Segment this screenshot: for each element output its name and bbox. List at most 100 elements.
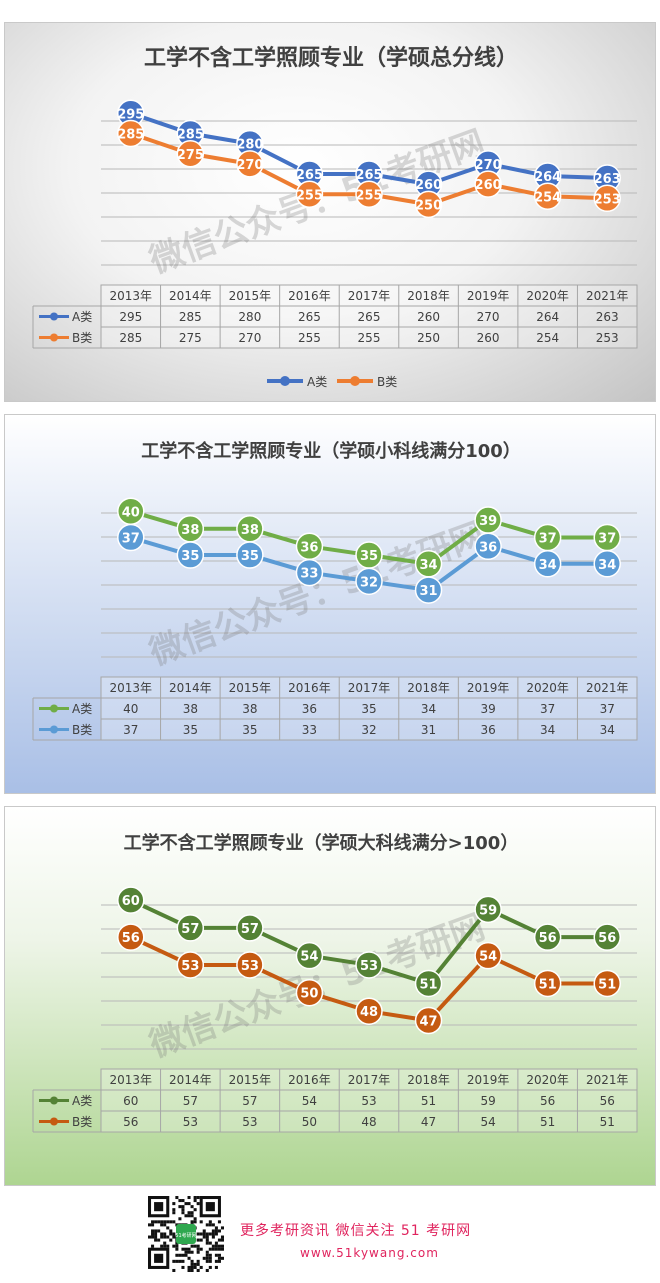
qr-module	[205, 1256, 209, 1260]
table-cell-value: 56	[600, 1094, 615, 1108]
qr-module	[190, 1211, 194, 1215]
data-label: 53	[181, 959, 199, 974]
qr-module	[214, 1229, 218, 1233]
qr-module	[220, 1235, 224, 1239]
data-label: 32	[360, 575, 378, 590]
data-point-b	[593, 550, 621, 578]
qr-module	[175, 1196, 179, 1200]
legend-label: A类	[307, 375, 327, 389]
data-label: 51	[598, 977, 616, 992]
data-label: 35	[241, 549, 259, 564]
table-header-year: 2015年	[229, 1073, 272, 1087]
data-point-b	[414, 1006, 443, 1035]
table-cell-value: 56	[123, 1115, 138, 1129]
qr-module	[220, 1226, 224, 1230]
table-cell-value: 34	[421, 702, 436, 716]
data-label: 265	[355, 168, 382, 183]
table-header-year: 2021年	[586, 1073, 629, 1087]
qr-module	[199, 1232, 203, 1236]
qr-module	[196, 1259, 200, 1263]
data-label: 36	[479, 540, 497, 555]
qr-finder	[154, 1253, 164, 1263]
qr-module	[202, 1256, 206, 1260]
data-point-b	[295, 180, 324, 208]
legend-key-marker	[50, 1096, 58, 1105]
table-series-name: A类	[72, 310, 92, 324]
qr-module	[211, 1235, 215, 1239]
data-label: 264	[534, 170, 561, 185]
data-point-a	[236, 914, 264, 942]
qr-module	[190, 1262, 194, 1266]
table-series-name: B类	[72, 723, 92, 737]
table-cell-value: 37	[540, 702, 555, 716]
table-cell-value: 255	[298, 331, 321, 345]
table-header-year: 2014年	[169, 289, 212, 303]
qr-module	[211, 1244, 215, 1248]
data-label: 260	[475, 178, 502, 193]
data-point-b	[474, 170, 502, 198]
table-cell-value: 265	[298, 310, 321, 324]
qr-module	[190, 1259, 194, 1263]
table-cell-value: 59	[480, 1094, 495, 1108]
table-cell-value: 54	[302, 1094, 317, 1108]
table-header-year: 2017年	[348, 681, 391, 695]
data-point-b	[236, 150, 264, 178]
qr-module	[175, 1253, 179, 1257]
table-cell-value: 36	[302, 702, 317, 716]
qr-module	[199, 1247, 203, 1251]
table-header-year: 2018年	[407, 681, 450, 695]
chart-panel-large-subject: 工学不含工学照顾专业（学硕大科线满分>100）微信公众号：51考研网605757…	[4, 806, 656, 1186]
qr-module	[214, 1244, 218, 1248]
data-label: 31	[420, 584, 438, 599]
qr-module	[181, 1208, 185, 1212]
qr-module	[175, 1244, 179, 1248]
qr-module	[214, 1265, 218, 1269]
chart-panel-total-score: 工学不含工学照顾专业（学硕总分线）微信公众号：51考研网295285280265…	[4, 22, 656, 402]
qr-module	[214, 1226, 218, 1230]
qr-module	[178, 1217, 182, 1221]
data-point-a	[474, 895, 502, 924]
qr-module	[178, 1253, 182, 1257]
qr-module	[154, 1235, 158, 1239]
qr-module	[160, 1223, 164, 1227]
data-label: 51	[420, 977, 438, 992]
qr-module	[205, 1223, 209, 1227]
footer-url[interactable]: www.51kywang.com	[300, 1246, 439, 1260]
qr-module	[220, 1238, 224, 1242]
chart-large-subject: 工学不含工学照顾专业（学硕大科线满分>100）微信公众号：51考研网605757…	[32, 832, 638, 1133]
table-header-year: 2014年	[169, 1073, 212, 1087]
qr-module	[187, 1250, 191, 1254]
table-header-year: 2017年	[348, 1073, 391, 1087]
qr-module	[166, 1244, 170, 1248]
data-label: 59	[479, 903, 497, 918]
qr-module	[190, 1244, 194, 1248]
data-point-a	[533, 923, 562, 951]
qr-module	[163, 1223, 167, 1227]
data-label: 250	[415, 198, 442, 213]
data-label: 56	[122, 931, 140, 946]
qr-module	[205, 1253, 209, 1257]
table-cell-value: 260	[477, 331, 500, 345]
table-header-year: 2013年	[110, 681, 153, 695]
qr-module	[217, 1238, 221, 1242]
table-cell-value: 39	[480, 702, 495, 716]
table-cell-value: 51	[600, 1115, 615, 1129]
data-point-b	[474, 532, 502, 561]
qr-module	[211, 1232, 215, 1236]
data-label: 39	[479, 514, 497, 529]
data-label: 33	[300, 567, 318, 582]
table-header-year: 2016年	[288, 289, 331, 303]
qr-module	[208, 1220, 212, 1224]
data-label: 57	[181, 922, 199, 937]
table-header-year: 2015年	[229, 289, 272, 303]
table-cell-value: 260	[417, 310, 440, 324]
legend-key-marker	[50, 333, 58, 342]
qr-module	[160, 1232, 164, 1236]
qr-module	[208, 1223, 212, 1227]
qr-module	[184, 1253, 188, 1257]
qr-module	[196, 1247, 200, 1251]
data-label: 37	[598, 532, 616, 547]
qr-module	[151, 1232, 155, 1236]
qr-module	[181, 1205, 185, 1209]
qr-module	[205, 1268, 209, 1272]
